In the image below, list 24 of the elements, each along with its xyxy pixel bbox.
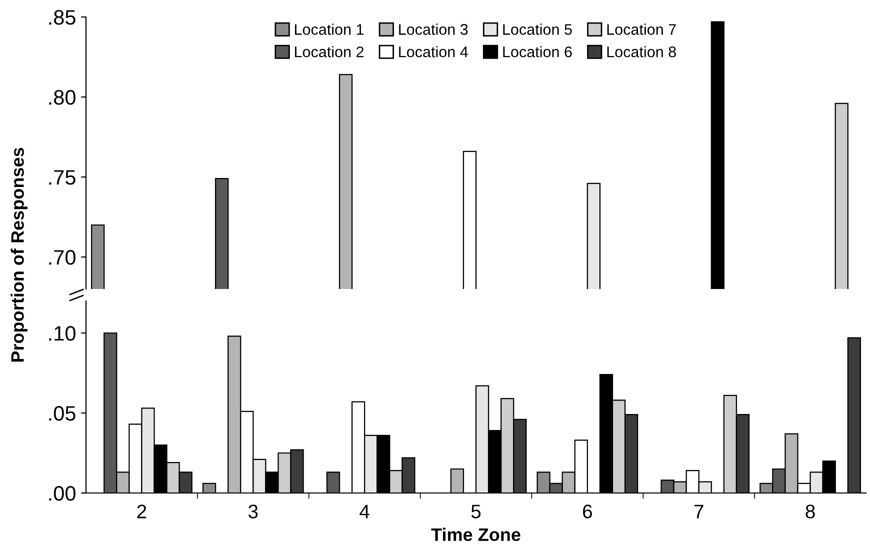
legend-label: Location 5 (503, 24, 572, 35)
y-tick-label: .85 (49, 10, 76, 25)
x-tick-label: 8 (806, 504, 815, 518)
y-tick-label: .10 (49, 326, 76, 341)
legend-label: Location 7 (607, 24, 676, 35)
y-tick-label: .70 (49, 250, 76, 265)
legend-label: Location 3 (399, 24, 468, 35)
legend-label: Location 4 (399, 46, 468, 58)
x-tick-label: 2 (137, 504, 146, 518)
x-tick-label: 3 (248, 504, 258, 518)
legend-label: Location 6 (503, 46, 572, 58)
x-tick-label: 7 (694, 504, 704, 518)
y-tick-label: .05 (49, 406, 76, 421)
legend-label: Location 1 (295, 24, 364, 35)
y-tick-label: .75 (49, 170, 76, 185)
y-axis-title: Proportion of Responses (10, 148, 28, 362)
legend-label: Location 8 (607, 46, 676, 58)
x-tick-label: 6 (583, 504, 592, 518)
y-tick-label: .80 (49, 90, 76, 105)
legend-label: Location 2 (295, 46, 364, 58)
x-axis-title: Time Zone (431, 528, 520, 542)
x-tick-label: 5 (471, 504, 481, 518)
x-tick-label: 4 (360, 504, 370, 518)
y-tick-label: .00 (49, 486, 76, 501)
